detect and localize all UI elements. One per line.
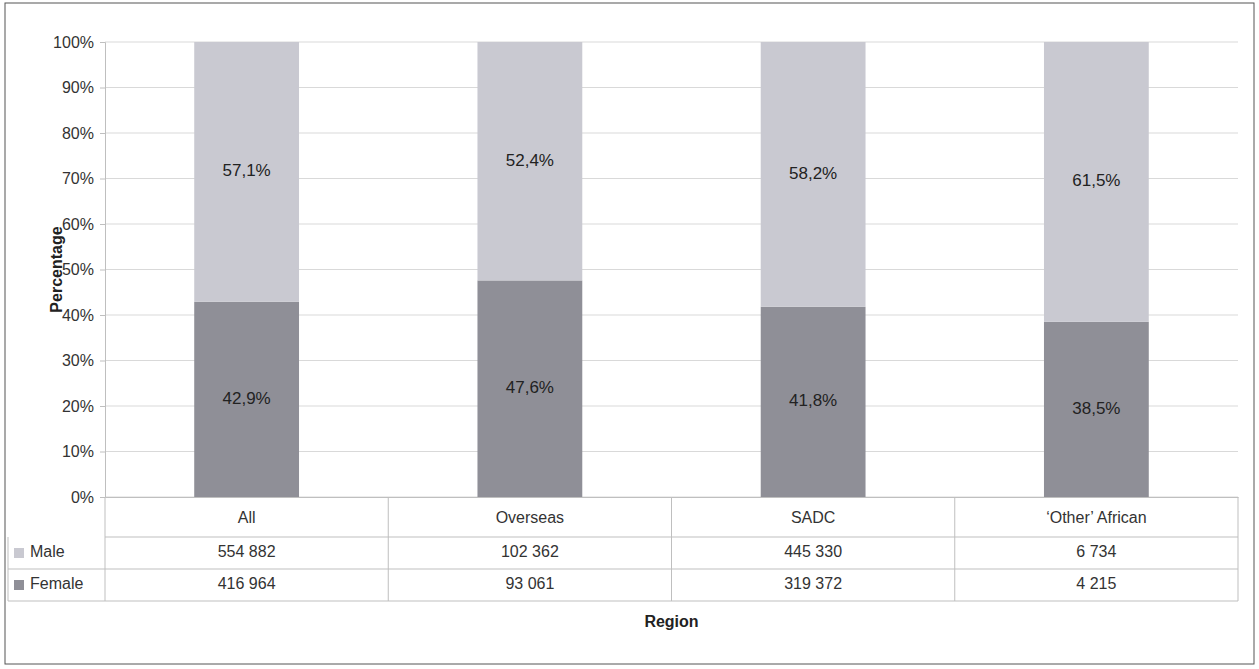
y-tick: 70% [62,170,105,187]
y-tick-mark [100,133,105,134]
y-tick: 60% [62,216,105,233]
y-axis-title: Percentage [48,226,65,312]
data-label: 41,8% [789,391,837,410]
bar [194,302,299,497]
table-cell: 102 362 [501,543,559,560]
y-tick: 50% [62,261,105,278]
x-tick-label: SADC [791,509,835,526]
y-tick: 10% [62,443,105,460]
chart: 42,9% 57,1% 47,6% 52,4% 41,8% 58,2% 38,5% 61,5%… [0,0,1259,669]
y-tick-label: 10% [62,443,94,460]
y-tick: 0% [71,489,105,506]
data-label: 47,6% [506,378,554,397]
x-tick-label: Overseas [496,509,564,526]
table-line [671,497,672,601]
x-axis-title: Region [644,613,698,630]
table-cell: 6 734 [1076,543,1116,560]
legend-swatch [14,580,24,590]
y-tick-mark [100,497,105,498]
table-line [8,569,1238,570]
x-tick-label: All [238,509,256,526]
table-line [388,497,389,601]
data-label: 57,1% [223,161,271,180]
bar [477,280,582,497]
table-cell: 93 061 [505,575,554,592]
y-tick-mark [100,224,105,225]
y-tick-mark [100,42,105,43]
y-tick-mark [100,406,105,407]
y-tick: 30% [62,352,105,369]
x-tick: ‘Other’ African [1046,497,1146,526]
y-tick-label: 0% [71,489,94,506]
y-tick-label: 70% [62,170,94,187]
bars [194,42,1149,497]
y-tick-mark [100,452,105,453]
legend-label: Male [30,543,65,560]
bar [1044,322,1149,497]
table-line [105,497,106,601]
y-tick-label: 90% [62,79,94,96]
table-line [8,601,1238,602]
y-tick: 80% [62,125,105,142]
x-tick-label: ‘Other’ African [1046,509,1146,526]
grid [105,42,1238,497]
y-tick-label: 40% [62,307,94,324]
data-label: 38,5% [1072,399,1120,418]
bar [194,42,299,302]
x-tick: All [238,497,256,526]
y-tick-label: 80% [62,125,94,142]
y-tick-label: 60% [62,216,94,233]
frame [5,3,1254,664]
y-tick-mark [100,88,105,89]
bar [761,42,866,307]
table-cell: 319 372 [784,575,842,592]
y-axis-line [100,43,106,498]
bar [1044,42,1149,322]
y-tick-mark [100,179,105,180]
y-tick-label: 100% [53,34,94,51]
data-label: 42,9% [223,389,271,408]
legend-swatch [14,548,24,558]
table-cell: 416 964 [218,575,276,592]
y-tick-mark [100,361,105,362]
table-cell: 554 882 [218,543,276,560]
y-tick: 40% [62,307,105,324]
data-label: 52,4% [506,151,554,170]
y-tick-mark [100,270,105,271]
data-label: 58,2% [789,164,837,183]
table-cell: 4 215 [1076,575,1116,592]
x-tick: SADC [791,497,835,526]
data-labels: 42,9% 57,1% 47,6% 52,4% 41,8% 58,2% 38,5% 61,5% [223,151,1121,418]
y-tick: 90% [62,79,105,96]
data-label: 61,5% [1072,171,1120,190]
bar [761,307,866,497]
y-tick-label: 50% [62,261,94,278]
table-line [954,497,955,601]
y-tick-mark [100,315,105,316]
data-table: Male 554 882 102 362 445 330 6 734 Female 416 … [8,497,1238,601]
y-tick-label: 20% [62,398,94,415]
bar [477,42,582,280]
y-tick: 20% [62,398,105,415]
x-tick: Overseas [496,497,564,526]
legend-label: Female [30,575,83,592]
table-line [1238,497,1239,601]
y-tick: 100% [53,34,105,51]
table-line [8,537,9,601]
y-tick-label: 30% [62,352,94,369]
table-cell: 445 330 [784,543,842,560]
